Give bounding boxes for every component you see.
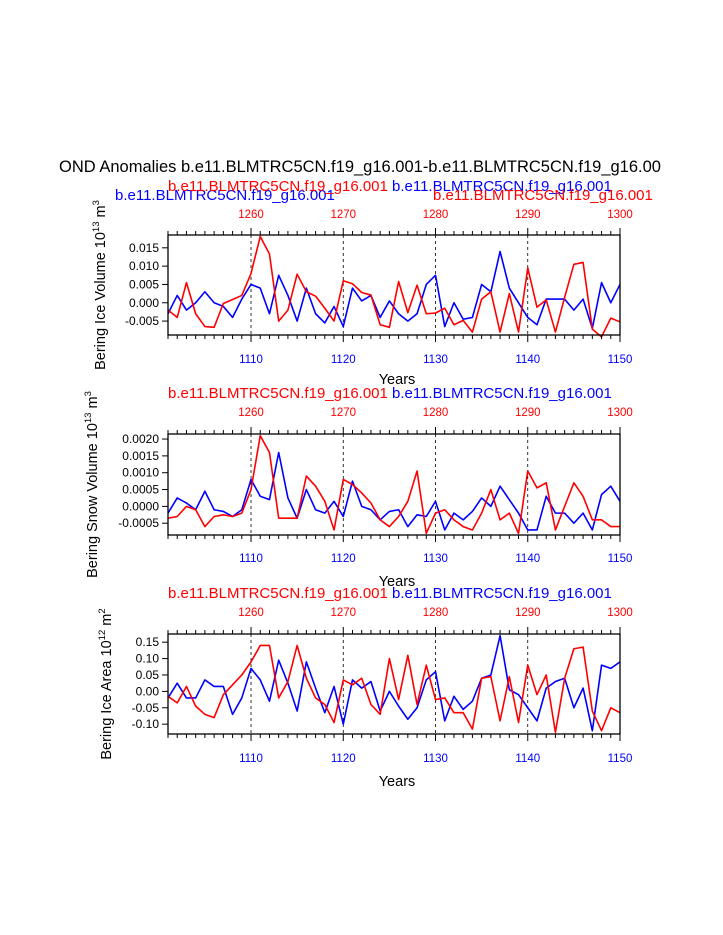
x-tick-label: 1150	[608, 553, 633, 565]
x-tick-label: 1130	[423, 354, 448, 366]
x-top-tick-label: 1260	[238, 607, 264, 619]
x-top-tick-label: 1290	[515, 407, 541, 419]
series-line-red	[167, 434, 620, 535]
y-axis-title-unit-exponent: 3	[83, 391, 94, 396]
main-title: OND Anomalies b.e11.BLMTRC5CN.f19_g16.00…	[59, 158, 661, 176]
y-axis-title-unit: m	[99, 614, 115, 630]
run-label: b.e11.BLMTRC5CN.f19_g16.001	[168, 585, 388, 602]
x-tick-label: 1110	[239, 354, 263, 366]
run-label: b.e11.BLMTRC5CN.f19_g16.001	[168, 385, 388, 402]
x-tick-label: 1110	[239, 553, 263, 565]
x-tick-label: 1150	[608, 753, 633, 765]
plot-frame	[167, 234, 621, 336]
y-tick-label: 0.015	[129, 241, 159, 255]
x-top-tick-label: 1300	[607, 607, 633, 619]
run-label: b.e11.BLMTRC5CN.f19_g16.001	[392, 385, 612, 402]
x-top-tick-label: 1290	[515, 607, 541, 619]
x-top-tick-label: 1300	[607, 407, 633, 419]
series-line-blue	[167, 250, 621, 330]
y-axis-title-main: Bering Snow Volume 10	[85, 423, 101, 578]
x-top-tick-label: 1300	[607, 209, 633, 221]
chart-panel-2: 1110 1120 1130 1140 1150 1260 1270 1280 1290 1300…	[83, 385, 633, 590]
y-axis-title-main: Bering Ice Volume 10	[93, 232, 109, 370]
x-tick-label: 1130	[423, 753, 448, 765]
x-top-tick-label: 1270	[330, 407, 356, 419]
y-tick-label: 0.0005	[122, 483, 159, 497]
y-axis-title-unit: m	[85, 396, 101, 412]
y-tick-label: -0.0005	[118, 516, 159, 530]
x-top-tick-label: 1260	[238, 407, 264, 419]
run-label: b.e11.BLMTRC5CN.f19_g16.001	[433, 187, 653, 204]
y-tick-label: 0.0010	[122, 466, 159, 480]
y-axis-title-exponent: 13	[83, 413, 94, 424]
y-axis-title-exponent: 12	[97, 630, 108, 641]
y-axis-title: Bering Snow Volume 1013 m3	[83, 391, 101, 578]
y-axis-title-main: Bering Ice Area 10	[99, 640, 115, 759]
y-tick-label: 0.00	[136, 684, 160, 698]
x-axis-title: Years	[379, 574, 416, 590]
run-label: b.e11.BLMTRC5CN.f19_g16.001	[115, 187, 335, 204]
y-axis-title-unit-exponent: 2	[97, 608, 108, 613]
run-label: b.e11.BLMTRC5CN.f19_g16.001	[168, 178, 388, 195]
y-tick-label: 0.15	[136, 635, 160, 649]
y-tick-label: 0.0015	[122, 449, 159, 463]
y-tick-label: 0.0000	[122, 499, 159, 513]
x-tick-label: 1150	[608, 354, 633, 366]
x-top-tick-label: 1280	[423, 607, 449, 619]
x-tick-label: 1140	[515, 753, 540, 765]
x-tick-label: 1140	[515, 553, 540, 565]
y-tick-label: 0.10	[136, 652, 160, 666]
y-tick-label: -0.10	[132, 717, 160, 731]
x-axis-title: Years	[379, 372, 416, 388]
x-tick-label: 1120	[331, 553, 356, 565]
x-top-tick-label: 1270	[330, 209, 356, 221]
x-tick-label: 1140	[515, 354, 540, 366]
x-tick-label: 1110	[239, 753, 263, 765]
x-top-tick-label: 1290	[515, 209, 541, 221]
x-tick-label: 1130	[423, 553, 448, 565]
y-tick-label: 0.0020	[122, 432, 159, 446]
y-axis-title-unit-exponent: 3	[91, 200, 102, 205]
x-top-tick-label: 1280	[423, 209, 449, 221]
plot-frame	[167, 433, 621, 536]
y-tick-label: 0.000	[129, 296, 159, 310]
y-tick-label: -0.05	[132, 701, 160, 715]
y-axis-title: Bering Ice Volume 1013 m3	[91, 200, 109, 370]
y-tick-label: 0.05	[136, 668, 160, 682]
series-line-blue	[167, 451, 621, 531]
chart-panel-1: 1110 1120 1130 1140 1150 1260 1270 1280 1290 1300…	[91, 178, 653, 388]
series-line-red	[167, 644, 621, 734]
y-tick-label: 0.005	[129, 277, 159, 291]
plot-frame	[167, 633, 621, 735]
x-top-tick-label: 1280	[423, 407, 449, 419]
x-top-tick-label: 1270	[330, 607, 356, 619]
y-axis-title-exponent: 13	[91, 221, 102, 232]
chart-panel-3: 1110 1120 1130 1140 1150 1260 1270 1280 1290 1300…	[97, 585, 633, 790]
run-label: b.e11.BLMTRC5CN.f19_g16.001	[392, 178, 612, 195]
y-axis-title-unit: m	[93, 205, 109, 221]
x-tick-label: 1120	[331, 753, 356, 765]
series-line-red	[167, 235, 621, 338]
y-axis-title: Bering Ice Area 1012 m2	[97, 608, 115, 759]
series-line-blue	[167, 634, 621, 732]
y-tick-label: 0.010	[129, 259, 159, 273]
x-axis-title: Years	[379, 774, 416, 790]
run-label: b.e11.BLMTRC5CN.f19_g16.001	[392, 585, 612, 602]
x-tick-label: 1120	[331, 354, 356, 366]
y-tick-label: -0.005	[125, 314, 159, 328]
x-top-tick-label: 1260	[238, 209, 264, 221]
